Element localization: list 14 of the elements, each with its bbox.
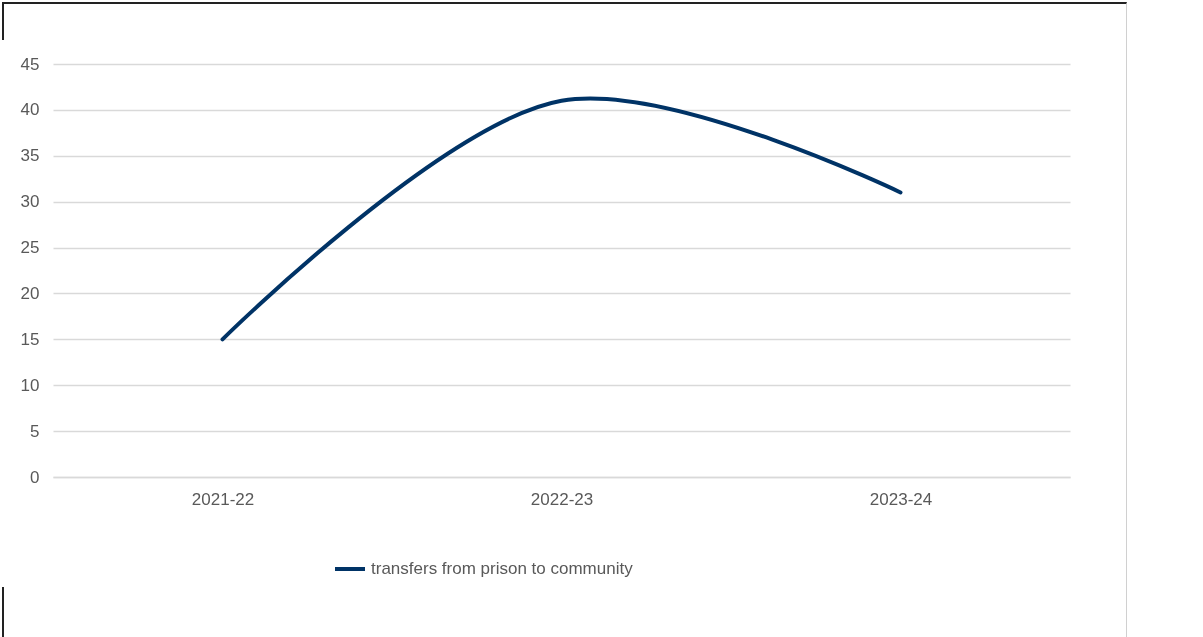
y-tick-label: 25	[20, 238, 40, 258]
legend-label: transfers from prison to community	[371, 559, 634, 578]
y-tick-label: 10	[20, 375, 40, 395]
y-tick-label: 20	[20, 283, 40, 303]
y-tick-label: 35	[20, 146, 40, 166]
y-tick-label: 15	[20, 329, 40, 349]
x-tick-label: 2022-23	[530, 489, 594, 509]
y-tick-label: 0	[30, 467, 40, 487]
y-tick-label: 30	[20, 192, 40, 212]
x-tick-label: 2023-24	[869, 489, 933, 509]
y-tick-label: 40	[20, 100, 40, 120]
x-tick-label: 2021-22	[191, 489, 255, 509]
y-tick-label: 5	[30, 421, 40, 441]
y-tick-label: 45	[20, 54, 40, 74]
